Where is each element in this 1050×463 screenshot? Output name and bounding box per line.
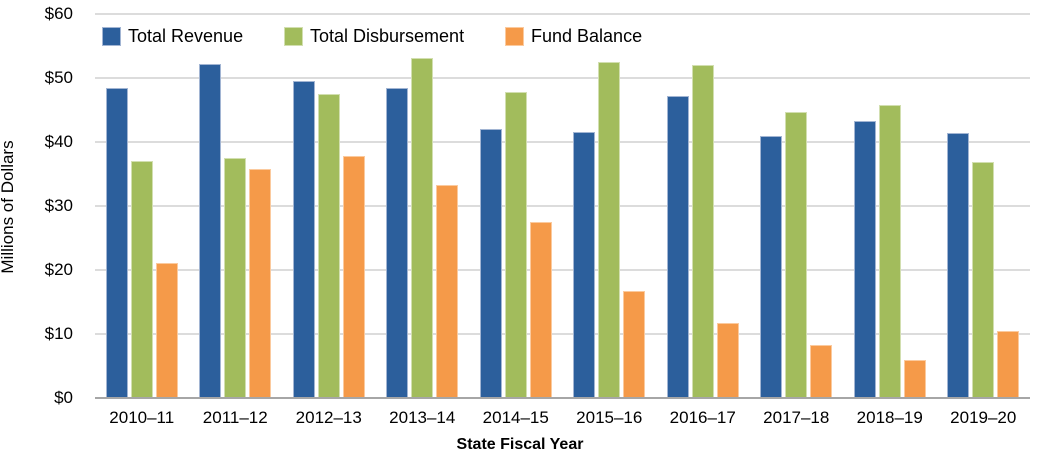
legend-swatch-icon: [284, 26, 303, 46]
bar-total-revenue-2015-16: [573, 132, 595, 397]
legend-label: Total Revenue: [128, 26, 244, 46]
bar-total-disbursement-2015-16: [598, 62, 620, 397]
legend-item-total-disbursement: Total Disbursement: [284, 26, 464, 46]
plot-area: [95, 13, 1030, 399]
bar-fund-balance-2019-20: [997, 331, 1019, 397]
bar-total-disbursement-2018-19: [879, 105, 901, 397]
bar-fund-balance-2016-17: [717, 323, 739, 397]
bar-total-disbursement-2013-14: [411, 58, 433, 397]
x-axis-title: State Fiscal Year: [456, 436, 584, 453]
bar-total-revenue-2017-18: [760, 136, 782, 397]
legend-item-total-revenue: Total Revenue: [102, 26, 243, 46]
bar-total-revenue-2013-14: [386, 88, 408, 397]
bar-total-revenue-2010-11: [106, 88, 128, 397]
bar-fund-balance-2017-18: [810, 345, 832, 397]
legend-label: Total Disbursement: [310, 26, 465, 46]
x-tick-label: 2013–14: [389, 408, 456, 427]
legend-item-fund-balance: Fund Balance: [505, 26, 642, 46]
bar-fund-balance-2015-16: [623, 291, 645, 397]
y-tick-label: $50: [44, 68, 73, 87]
bar-total-disbursement-2011-12: [224, 158, 246, 397]
x-tick-label: 2017–18: [763, 408, 830, 427]
bar-fund-balance-2013-14: [436, 185, 458, 397]
bar-total-revenue-2011-12: [199, 64, 221, 397]
y-tick-label: $40: [44, 132, 73, 151]
bar-total-disbursement-2019-20: [972, 162, 994, 397]
bar-fund-balance-2010-11: [156, 263, 178, 397]
bar-fund-balance-2014-15: [530, 222, 552, 397]
y-tick-label: $60: [44, 4, 73, 23]
bar-total-revenue-2016-17: [667, 96, 689, 397]
bar-total-revenue-2012-13: [293, 81, 315, 397]
y-tick-label: $10: [44, 324, 73, 343]
gridline: [95, 205, 1030, 207]
gridline: [95, 141, 1030, 143]
x-tick-label: 2018–19: [856, 408, 923, 427]
x-tick-label: 2016–17: [669, 408, 736, 427]
bar-total-disbursement-2014-15: [505, 92, 527, 397]
gridline: [95, 333, 1030, 335]
x-tick-label: 2014–15: [482, 408, 549, 427]
x-tick-label: 2011–12: [202, 408, 268, 427]
bar-fund-balance-2012-13: [343, 156, 365, 397]
gridline: [95, 77, 1030, 79]
x-tick-label: 2019–20: [950, 408, 1017, 427]
y-tick-label: $0: [54, 388, 73, 407]
y-tick-label: $30: [44, 196, 73, 215]
bar-total-revenue-2018-19: [854, 121, 876, 397]
bar-fund-balance-2018-19: [904, 360, 926, 397]
x-tick-label: 2012–13: [295, 408, 362, 427]
x-axis-line: [95, 397, 1030, 399]
legend-swatch-icon: [505, 26, 524, 46]
legend-swatch-icon: [102, 26, 121, 46]
x-tick-label: 2015–16: [576, 408, 643, 427]
gridline: [95, 13, 1030, 15]
bar-total-disbursement-2016-17: [692, 65, 714, 397]
bar-total-disbursement-2017-18: [785, 112, 807, 397]
bar-total-revenue-2019-20: [947, 133, 969, 397]
gridline: [95, 269, 1030, 271]
y-tick-label: $20: [44, 260, 73, 279]
bar-total-revenue-2014-15: [480, 129, 502, 397]
x-tick-label: 2010–11: [109, 408, 175, 427]
bar-fund-balance-2011-12: [249, 169, 271, 397]
legend-label: Fund Balance: [531, 26, 643, 46]
bar-total-disbursement-2010-11: [131, 161, 153, 397]
bar-total-disbursement-2012-13: [318, 94, 340, 397]
